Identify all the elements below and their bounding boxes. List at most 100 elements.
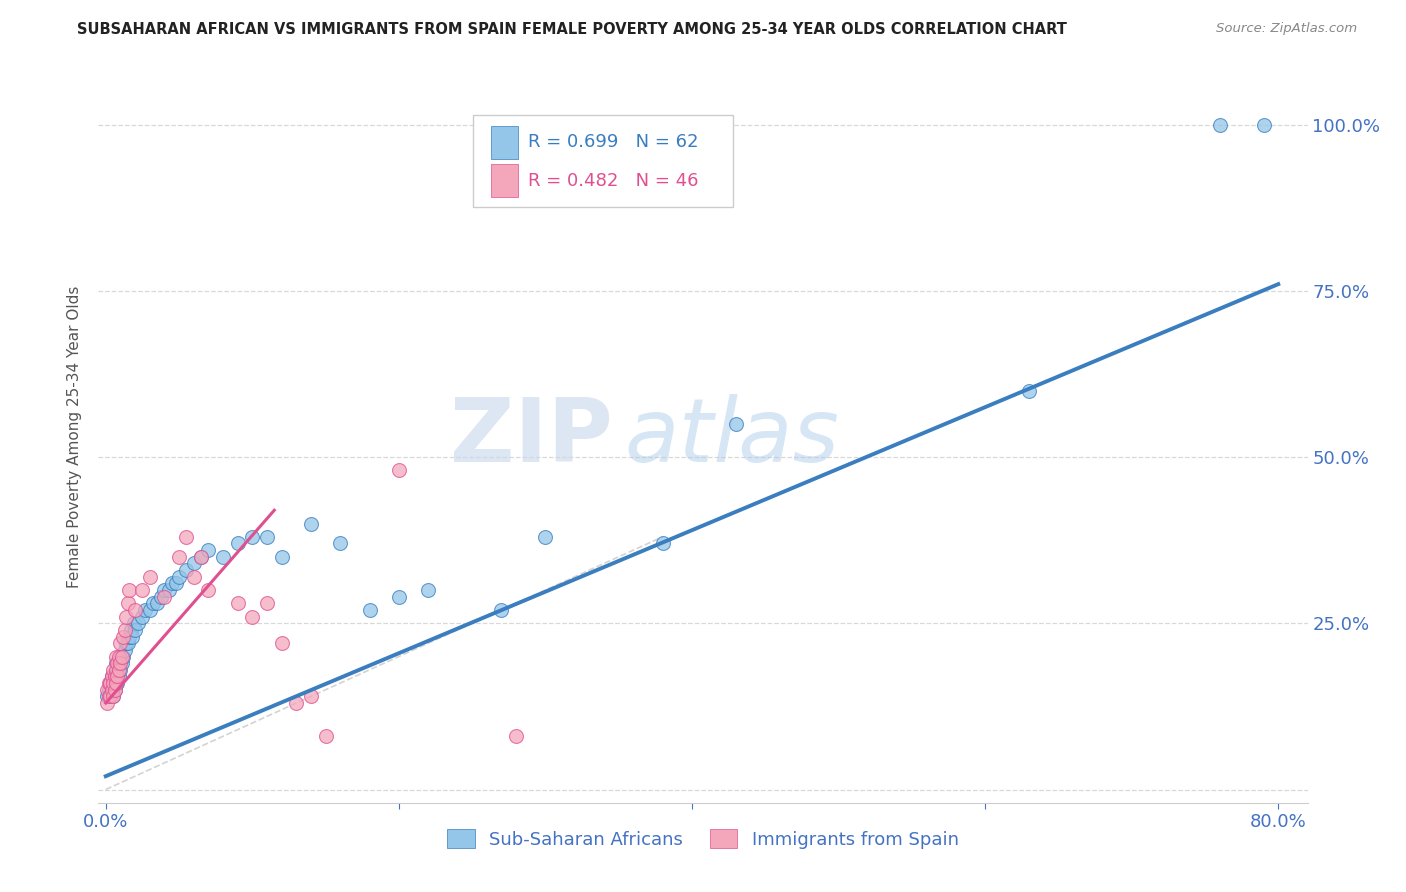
Point xyxy=(110,649,132,664)
Point xyxy=(98,676,121,690)
Point xyxy=(118,582,141,597)
Point xyxy=(240,530,263,544)
Point xyxy=(108,663,131,677)
Point xyxy=(117,636,139,650)
Point xyxy=(107,676,129,690)
Point xyxy=(97,676,120,690)
FancyBboxPatch shape xyxy=(492,164,517,197)
Point xyxy=(101,690,124,704)
Legend: Sub-Saharan Africans, Immigrants from Spain: Sub-Saharan Africans, Immigrants from Sp… xyxy=(440,822,966,856)
Point xyxy=(183,557,205,571)
Point xyxy=(212,549,235,564)
Point xyxy=(534,530,557,544)
Point xyxy=(115,636,138,650)
Point xyxy=(112,649,135,664)
Point xyxy=(117,596,139,610)
Text: ZIP: ZIP xyxy=(450,393,613,481)
Point xyxy=(315,729,337,743)
Point xyxy=(97,682,120,697)
Point xyxy=(197,543,219,558)
Point xyxy=(505,729,527,743)
Point xyxy=(120,623,142,637)
Point xyxy=(105,676,128,690)
Point xyxy=(101,690,124,704)
Point xyxy=(124,603,146,617)
Point xyxy=(226,536,249,550)
Point xyxy=(105,656,128,670)
Point xyxy=(105,669,128,683)
Point xyxy=(1253,118,1275,132)
Point xyxy=(100,669,122,683)
Point xyxy=(118,630,141,644)
Point xyxy=(122,616,145,631)
Point xyxy=(112,630,135,644)
Point xyxy=(724,417,747,431)
Point xyxy=(121,630,143,644)
Point xyxy=(153,582,176,597)
Point xyxy=(256,596,278,610)
Point xyxy=(299,690,322,704)
Point xyxy=(110,656,132,670)
Point xyxy=(150,590,173,604)
Y-axis label: Female Poverty Among 25-34 Year Olds: Female Poverty Among 25-34 Year Olds xyxy=(67,286,83,588)
Point xyxy=(96,682,118,697)
Point xyxy=(183,570,205,584)
Point xyxy=(167,570,190,584)
Point xyxy=(138,603,160,617)
Point xyxy=(98,676,121,690)
Point xyxy=(101,676,124,690)
Point xyxy=(108,649,131,664)
Point xyxy=(124,623,146,637)
Point xyxy=(100,682,122,697)
Point xyxy=(103,682,125,697)
Point xyxy=(97,690,120,704)
Point xyxy=(103,669,125,683)
Point xyxy=(1208,118,1230,132)
FancyBboxPatch shape xyxy=(492,127,517,159)
Point xyxy=(190,549,212,564)
Point xyxy=(134,603,156,617)
Point xyxy=(153,590,176,604)
Point xyxy=(96,696,118,710)
Point xyxy=(108,656,131,670)
Point xyxy=(103,682,125,697)
Point xyxy=(101,676,124,690)
Point xyxy=(146,596,169,610)
Point xyxy=(103,669,125,683)
Point xyxy=(96,690,118,704)
Point xyxy=(127,616,149,631)
Point xyxy=(111,656,134,670)
Point xyxy=(299,516,322,531)
Point xyxy=(115,609,138,624)
Point xyxy=(176,530,198,544)
Point xyxy=(388,590,411,604)
Point xyxy=(359,603,381,617)
Point xyxy=(110,636,132,650)
Point xyxy=(108,669,131,683)
Point xyxy=(1018,384,1040,398)
Point xyxy=(105,663,128,677)
Point xyxy=(285,696,308,710)
Point xyxy=(107,669,129,683)
Point xyxy=(101,663,124,677)
Text: R = 0.482   N = 46: R = 0.482 N = 46 xyxy=(527,172,699,190)
Point xyxy=(197,582,219,597)
Point xyxy=(100,669,122,683)
Point xyxy=(176,563,198,577)
Point xyxy=(110,663,132,677)
Point xyxy=(114,643,136,657)
Point xyxy=(167,549,190,564)
Text: SUBSAHARAN AFRICAN VS IMMIGRANTS FROM SPAIN FEMALE POVERTY AMONG 25-34 YEAR OLDS: SUBSAHARAN AFRICAN VS IMMIGRANTS FROM SP… xyxy=(77,22,1067,37)
Point xyxy=(138,570,160,584)
Point xyxy=(388,463,411,477)
Text: atlas: atlas xyxy=(624,394,839,480)
Point xyxy=(418,582,440,597)
Point xyxy=(256,530,278,544)
Point xyxy=(226,596,249,610)
Point xyxy=(651,536,673,550)
Point xyxy=(491,603,513,617)
Point xyxy=(107,663,129,677)
Point xyxy=(105,676,128,690)
Point xyxy=(270,636,292,650)
FancyBboxPatch shape xyxy=(474,115,734,207)
